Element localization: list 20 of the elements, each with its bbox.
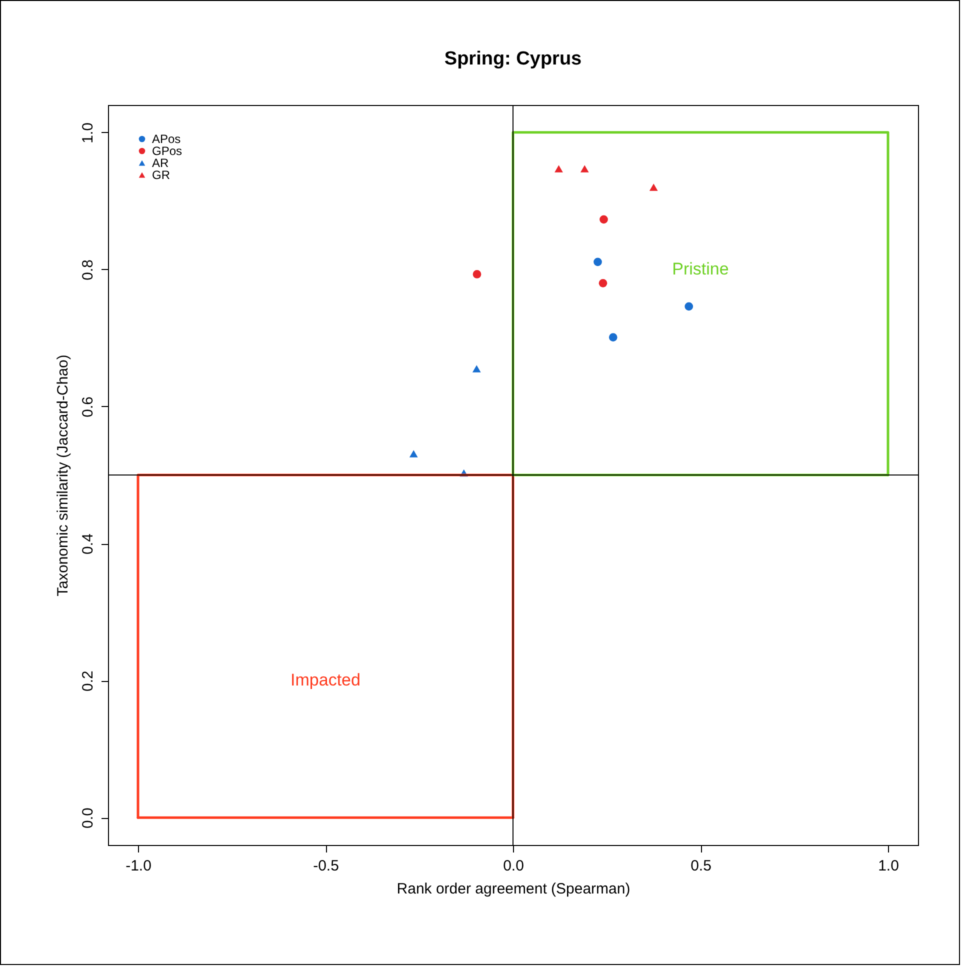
x-tick-label: 1.0 (878, 858, 899, 874)
y-tick-label: 0.0 (80, 808, 96, 829)
chart-title: Spring: Cyprus (444, 48, 582, 70)
legend-label: AR (152, 156, 170, 170)
y-tick-label: 0.6 (80, 396, 96, 418)
y-tick-label: 0.4 (80, 534, 96, 554)
x-tick-label: -1.0 (126, 858, 152, 874)
y-axis-title: Taxonomic similarity (Jaccard-Chao) (54, 354, 72, 596)
y-tick-label: 0.2 (80, 670, 96, 692)
text: Impacted (290, 670, 360, 690)
legend-label: GPos (152, 144, 182, 158)
x-tick-label: 0.0 (503, 858, 524, 874)
legend-label: APos (152, 132, 181, 146)
x-axis-title: Rank order agreement (Spearman) (396, 880, 630, 898)
y-tick-label: 1.0 (80, 122, 96, 144)
x-tick-label: 0.5 (690, 858, 712, 874)
y-tick-label: 0.8 (80, 260, 96, 280)
legend-label: GR (152, 168, 170, 182)
text: Pristine (672, 259, 729, 278)
x-tick-label: -0.5 (313, 858, 339, 874)
